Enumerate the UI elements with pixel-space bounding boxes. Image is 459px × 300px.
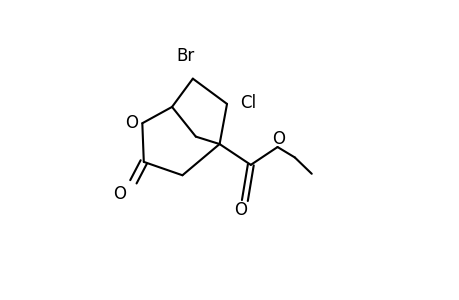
- Text: O: O: [233, 201, 246, 219]
- Text: Cl: Cl: [239, 94, 255, 112]
- Text: O: O: [271, 130, 284, 148]
- Text: O: O: [124, 114, 138, 132]
- Text: Br: Br: [176, 47, 194, 65]
- Text: O: O: [113, 185, 126, 203]
